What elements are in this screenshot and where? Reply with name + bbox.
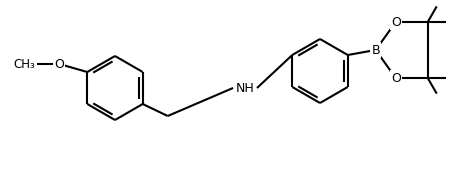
Text: O: O (54, 58, 64, 71)
Text: NH: NH (236, 81, 254, 95)
Text: O: O (391, 15, 400, 29)
Text: O: O (391, 71, 400, 84)
Text: CH₃: CH₃ (14, 58, 35, 71)
Text: B: B (371, 43, 380, 56)
